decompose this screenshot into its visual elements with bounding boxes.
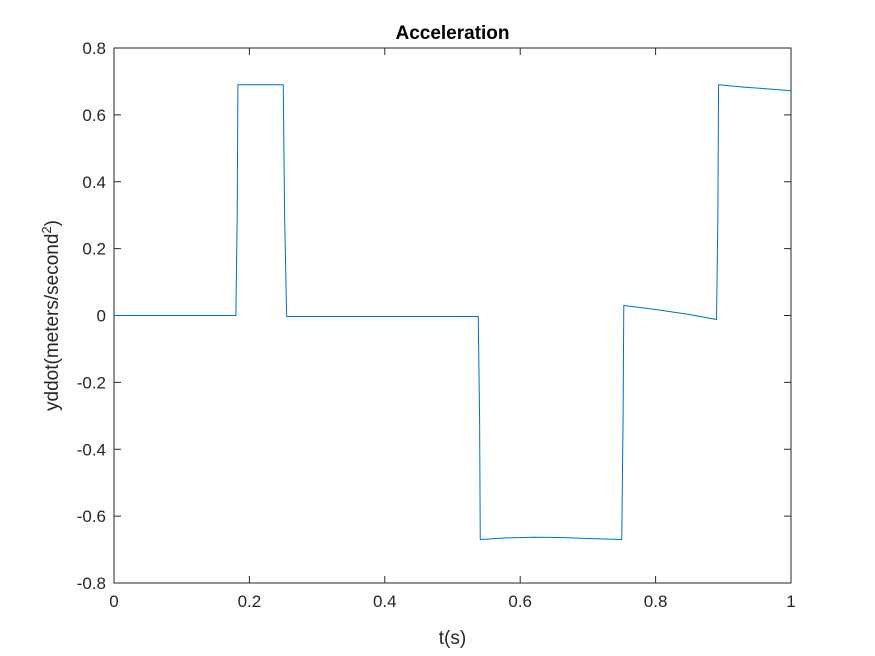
x-tick-label: 0.8 <box>644 592 668 611</box>
x-tick-label: 0 <box>109 592 118 611</box>
x-axis-ticks: 0 0.2 0.4 0.6 0.8 1 <box>109 48 796 611</box>
y-axis-label-suffix: ) <box>42 220 63 226</box>
y-tick-label: 0.8 <box>82 39 106 58</box>
x-tick-label: 1 <box>786 592 795 611</box>
chart-title: Acceleration <box>395 23 509 44</box>
x-tick-label: 0.4 <box>373 592 397 611</box>
x-tick-label: 0.6 <box>508 592 532 611</box>
y-tick-label: 0.4 <box>82 173 106 192</box>
y-tick-label: 0 <box>97 307 106 326</box>
y-tick-label: 0.2 <box>82 240 106 259</box>
x-tick-label: 0.2 <box>238 592 262 611</box>
y-tick-label: -0.6 <box>77 507 106 526</box>
y-tick-label: 0.6 <box>82 106 106 125</box>
x-axis-label: t(s) <box>439 628 466 649</box>
y-tick-label: -0.4 <box>77 440 106 459</box>
series-line <box>114 84 792 541</box>
y-tick-label: -0.8 <box>77 574 106 593</box>
y-axis-label-superscript: 2 <box>39 226 54 233</box>
y-axis-label: yddot(meters/second2) <box>39 220 64 411</box>
y-axis-ticks: -0.8 -0.6 -0.4 -0.2 0 0.2 0.4 0.6 0.8 <box>77 39 791 593</box>
y-axis-label-base: yddot(meters/second <box>42 234 63 411</box>
y-tick-label: -0.2 <box>77 373 106 392</box>
series-group <box>114 84 792 541</box>
